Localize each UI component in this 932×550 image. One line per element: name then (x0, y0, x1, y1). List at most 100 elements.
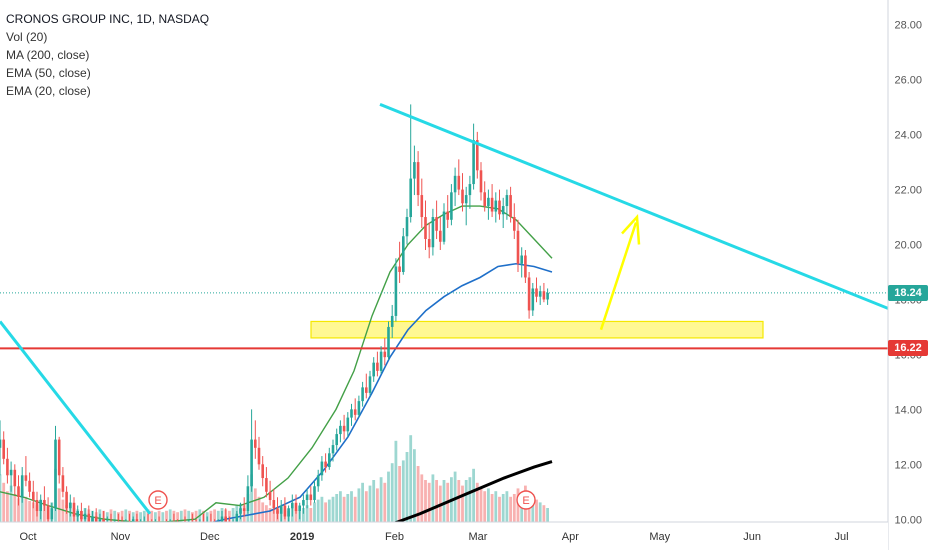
volume-bar (431, 474, 435, 522)
volume-bar (17, 498, 20, 522)
volume-bar (154, 512, 157, 522)
candle-body (220, 516, 224, 522)
indicator-ema20[interactable]: EMA (20, close) (6, 84, 91, 98)
volume-bar (542, 505, 546, 522)
candle-body (57, 439, 61, 476)
candle-body (339, 425, 342, 435)
price-axis[interactable]: 28.0026.0024.0022.0020.0018.0016.0014.00… (887, 0, 932, 550)
candle-body (516, 230, 520, 264)
volume-bar (409, 435, 413, 522)
volume-bar (339, 491, 342, 522)
x-tick-label: Jun (743, 531, 761, 543)
volume-bar (357, 488, 361, 522)
candle-body (35, 500, 39, 512)
volume-bar (401, 460, 405, 522)
volume-bar (20, 488, 24, 522)
candle-body (494, 200, 498, 212)
candle-body (509, 195, 512, 218)
candle-body (272, 500, 276, 509)
candle-body (239, 508, 242, 514)
y-tick-label: 24.00 (894, 130, 922, 142)
candle-body (531, 288, 535, 311)
volume-bar (387, 471, 390, 522)
volume-bar (142, 510, 146, 522)
candle-body (546, 292, 549, 300)
candle-body (439, 230, 442, 242)
candle-body (353, 409, 357, 415)
volume-bar (265, 505, 268, 522)
candle-body (65, 491, 68, 509)
candle-body (390, 315, 394, 327)
volume-bar (490, 494, 494, 522)
volume-bar (231, 508, 235, 522)
candle-body (43, 500, 46, 506)
candle-body (320, 461, 324, 476)
volume-bar (168, 509, 172, 522)
candle-body (416, 162, 420, 196)
candle-body (9, 469, 13, 476)
candle-body (91, 516, 94, 522)
support-zone-rect (310, 320, 764, 339)
volume-bar (472, 468, 475, 522)
candle-body (94, 516, 98, 525)
volume-bar (213, 509, 216, 522)
candle-body (242, 508, 246, 512)
volume-bar (483, 491, 487, 522)
candle-body (513, 217, 516, 231)
candle-body (287, 508, 290, 517)
earnings-marker (516, 490, 536, 510)
time-axis[interactable]: Oct Nov Dec 2019 Feb Mar Apr May Jun Jul (0, 521, 888, 550)
price-axis-bg (888, 0, 932, 550)
volume-bar (31, 502, 35, 522)
candle-body (265, 478, 268, 492)
x-tick-label: Oct (19, 531, 36, 543)
volume-bar (335, 494, 339, 522)
volume-bar (442, 480, 446, 522)
volume-bar (268, 508, 272, 522)
candle-body (501, 206, 505, 215)
volume-bar (309, 508, 313, 522)
volume-bar (342, 496, 346, 522)
volume-bar (139, 512, 142, 522)
candle-body (483, 192, 486, 207)
volume-bar (379, 477, 383, 522)
candle-body (383, 351, 387, 358)
ma200-line (374, 460, 553, 532)
trendline-descending (379, 103, 901, 315)
volume-bar (535, 499, 538, 522)
x-tick-label: Dec (200, 531, 220, 543)
indicator-ema50[interactable]: EMA (50, close) (6, 66, 91, 80)
indicator-ma200[interactable]: MA (200, close) (6, 48, 90, 62)
candle-body (224, 516, 227, 525)
candle-body (442, 211, 446, 242)
x-tick-label: Feb (385, 531, 404, 543)
indicator-volume[interactable]: Vol (20) (6, 30, 48, 44)
candle-body (50, 508, 54, 520)
candle-body (250, 439, 253, 487)
candle-body (28, 480, 31, 492)
volume-bar (420, 474, 424, 522)
volume-bar (228, 510, 231, 522)
candle-body (476, 140, 479, 171)
candle-body (365, 387, 368, 393)
candle-body (427, 239, 431, 248)
volume-bar (498, 496, 501, 522)
volume-bar (331, 496, 335, 522)
volume-bar (57, 488, 61, 522)
volume-bar (272, 509, 276, 522)
chart-title: CRONOS GROUP INC, 1D, NASDAQ (6, 12, 210, 26)
candle-body (316, 475, 320, 487)
volume-bar (468, 477, 472, 522)
volume-bar (546, 508, 549, 522)
candle-body (61, 475, 65, 492)
volume-bar (194, 510, 198, 522)
y-tick-label: 28.00 (894, 20, 922, 32)
volume-bar (372, 480, 376, 522)
volume-bar (165, 510, 168, 522)
candle-body (446, 211, 449, 220)
volume-bar (13, 494, 17, 522)
trendline-left (0, 320, 152, 515)
volume-bar (157, 510, 161, 522)
ema20-line (0, 205, 553, 523)
